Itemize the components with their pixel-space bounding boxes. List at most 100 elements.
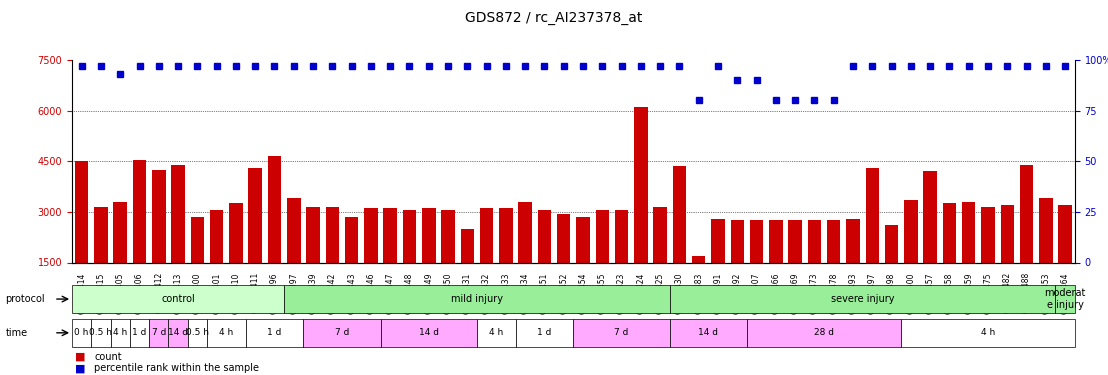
Text: protocol: protocol: [6, 294, 45, 304]
Bar: [229, 203, 243, 313]
Bar: [207, 319, 246, 347]
Bar: [1001, 205, 1014, 313]
Bar: [1019, 165, 1034, 313]
Bar: [75, 161, 89, 313]
Bar: [150, 319, 168, 347]
Bar: [287, 198, 300, 313]
Bar: [94, 207, 107, 313]
Bar: [246, 319, 304, 347]
Bar: [519, 202, 532, 313]
Bar: [885, 225, 899, 313]
Text: 14 d: 14 d: [168, 328, 188, 338]
Bar: [111, 319, 130, 347]
Bar: [654, 207, 667, 313]
Bar: [383, 209, 397, 313]
Bar: [747, 319, 901, 347]
Text: severe injury: severe injury: [831, 294, 894, 304]
Text: 14 d: 14 d: [698, 328, 718, 338]
Text: ■: ■: [75, 363, 85, 373]
Bar: [326, 207, 339, 313]
Bar: [1058, 205, 1071, 313]
Bar: [808, 220, 821, 313]
Bar: [865, 168, 879, 313]
Bar: [248, 168, 261, 313]
Bar: [692, 256, 706, 313]
Text: 7 d: 7 d: [615, 328, 628, 338]
Bar: [476, 319, 515, 347]
Bar: [789, 220, 802, 313]
Text: 7 d: 7 d: [335, 328, 349, 338]
Bar: [268, 156, 281, 313]
Text: time: time: [6, 328, 28, 338]
Bar: [827, 220, 841, 313]
Text: 1 d: 1 d: [132, 328, 146, 338]
Bar: [673, 166, 686, 313]
Bar: [133, 160, 146, 313]
Text: moderat
e injury: moderat e injury: [1045, 288, 1086, 310]
Bar: [402, 210, 417, 313]
Text: 4 h: 4 h: [113, 328, 127, 338]
Text: GDS872 / rc_AI237378_at: GDS872 / rc_AI237378_at: [465, 11, 643, 25]
Bar: [191, 217, 204, 313]
Bar: [72, 319, 91, 347]
Bar: [172, 165, 185, 313]
Bar: [711, 219, 725, 313]
Bar: [769, 220, 782, 313]
Text: 0.5 h: 0.5 h: [90, 328, 112, 338]
Bar: [1056, 285, 1075, 313]
Text: control: control: [161, 294, 195, 304]
Bar: [113, 202, 127, 313]
Bar: [615, 210, 628, 313]
Text: 1 d: 1 d: [537, 328, 552, 338]
Bar: [1039, 198, 1053, 313]
Bar: [380, 319, 476, 347]
Bar: [480, 209, 493, 313]
Bar: [557, 214, 571, 313]
Bar: [962, 202, 975, 313]
Bar: [515, 319, 574, 347]
Bar: [441, 210, 454, 313]
Text: 4 h: 4 h: [981, 328, 995, 338]
Text: percentile rank within the sample: percentile rank within the sample: [94, 363, 259, 373]
Bar: [345, 217, 358, 313]
Bar: [499, 209, 513, 313]
Bar: [943, 203, 956, 313]
Bar: [422, 209, 435, 313]
Bar: [284, 285, 670, 313]
Bar: [901, 319, 1075, 347]
Bar: [982, 207, 995, 313]
Bar: [306, 207, 320, 313]
Text: 7 d: 7 d: [152, 328, 166, 338]
Bar: [574, 319, 670, 347]
Bar: [750, 220, 763, 313]
Bar: [634, 107, 648, 313]
Text: 4 h: 4 h: [219, 328, 234, 338]
Bar: [730, 220, 745, 313]
Text: count: count: [94, 352, 122, 362]
Bar: [596, 210, 609, 313]
Bar: [923, 171, 937, 313]
Bar: [847, 219, 860, 313]
Bar: [461, 229, 474, 313]
Text: 0 h: 0 h: [74, 328, 89, 338]
Bar: [576, 217, 589, 313]
Bar: [304, 319, 380, 347]
Bar: [72, 285, 284, 313]
Bar: [209, 210, 224, 313]
Bar: [168, 319, 187, 347]
Text: mild injury: mild injury: [451, 294, 503, 304]
Bar: [152, 170, 165, 313]
Bar: [904, 200, 917, 313]
Bar: [130, 319, 150, 347]
Text: 4 h: 4 h: [489, 328, 503, 338]
Bar: [537, 210, 551, 313]
Text: ■: ■: [75, 352, 85, 362]
Text: 0.5 h: 0.5 h: [186, 328, 209, 338]
Bar: [91, 319, 111, 347]
Bar: [365, 209, 378, 313]
Bar: [187, 319, 207, 347]
Text: 1 d: 1 d: [267, 328, 281, 338]
Text: 28 d: 28 d: [814, 328, 834, 338]
Bar: [670, 319, 747, 347]
Text: 14 d: 14 d: [419, 328, 439, 338]
